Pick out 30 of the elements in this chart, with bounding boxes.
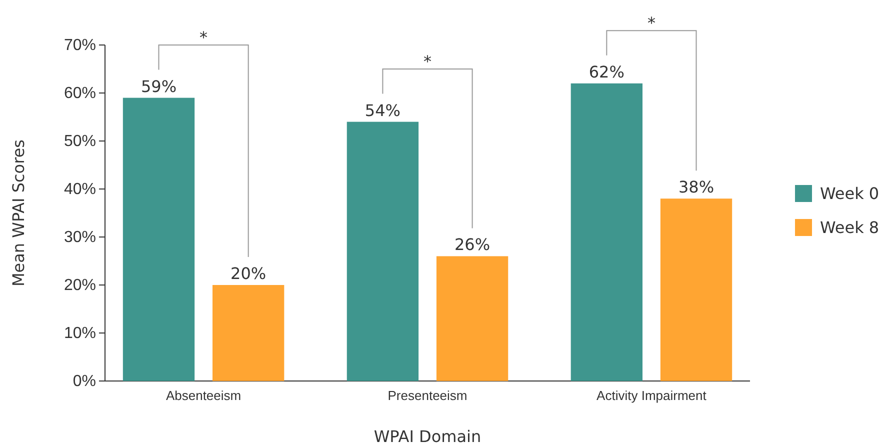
x-axis-title: WPAI Domain	[374, 427, 482, 445]
annotation: *	[200, 28, 208, 47]
y-tick-label: 60%	[64, 85, 96, 102]
bar	[660, 198, 732, 381]
y-tick-label: 30%	[64, 229, 96, 246]
x-tick-label: Activity Impairment	[596, 388, 707, 404]
y-tick-label: 0%	[72, 373, 96, 390]
bar	[570, 83, 642, 381]
bar	[212, 285, 284, 381]
y-tick-label: 20%	[64, 277, 96, 294]
x-tick-label: Absenteeism	[166, 388, 242, 404]
y-tick-label: 10%	[64, 325, 96, 342]
y-axis-title: Mean WPAI Scores	[9, 139, 28, 287]
data-label: 38%	[678, 178, 714, 197]
data-label: 59%	[140, 76, 177, 96]
y-tick-label: 40%	[64, 181, 96, 198]
data-label: 26%	[454, 235, 490, 254]
text: *	[647, 14, 656, 33]
x-tick-label: Presenteeism	[388, 388, 468, 404]
y-tick-label: 50%	[64, 133, 96, 150]
y-tick-label: 70%	[64, 37, 96, 54]
legend-label: Week 0	[820, 184, 880, 203]
bar	[436, 256, 508, 381]
annotation: *	[424, 52, 432, 71]
data-label: 62%	[588, 62, 624, 82]
data-label: 54%	[364, 100, 400, 120]
bar	[346, 122, 419, 381]
legend-label: Week 8	[820, 218, 880, 237]
data-label: 20%	[230, 264, 266, 283]
bar	[122, 98, 195, 381]
